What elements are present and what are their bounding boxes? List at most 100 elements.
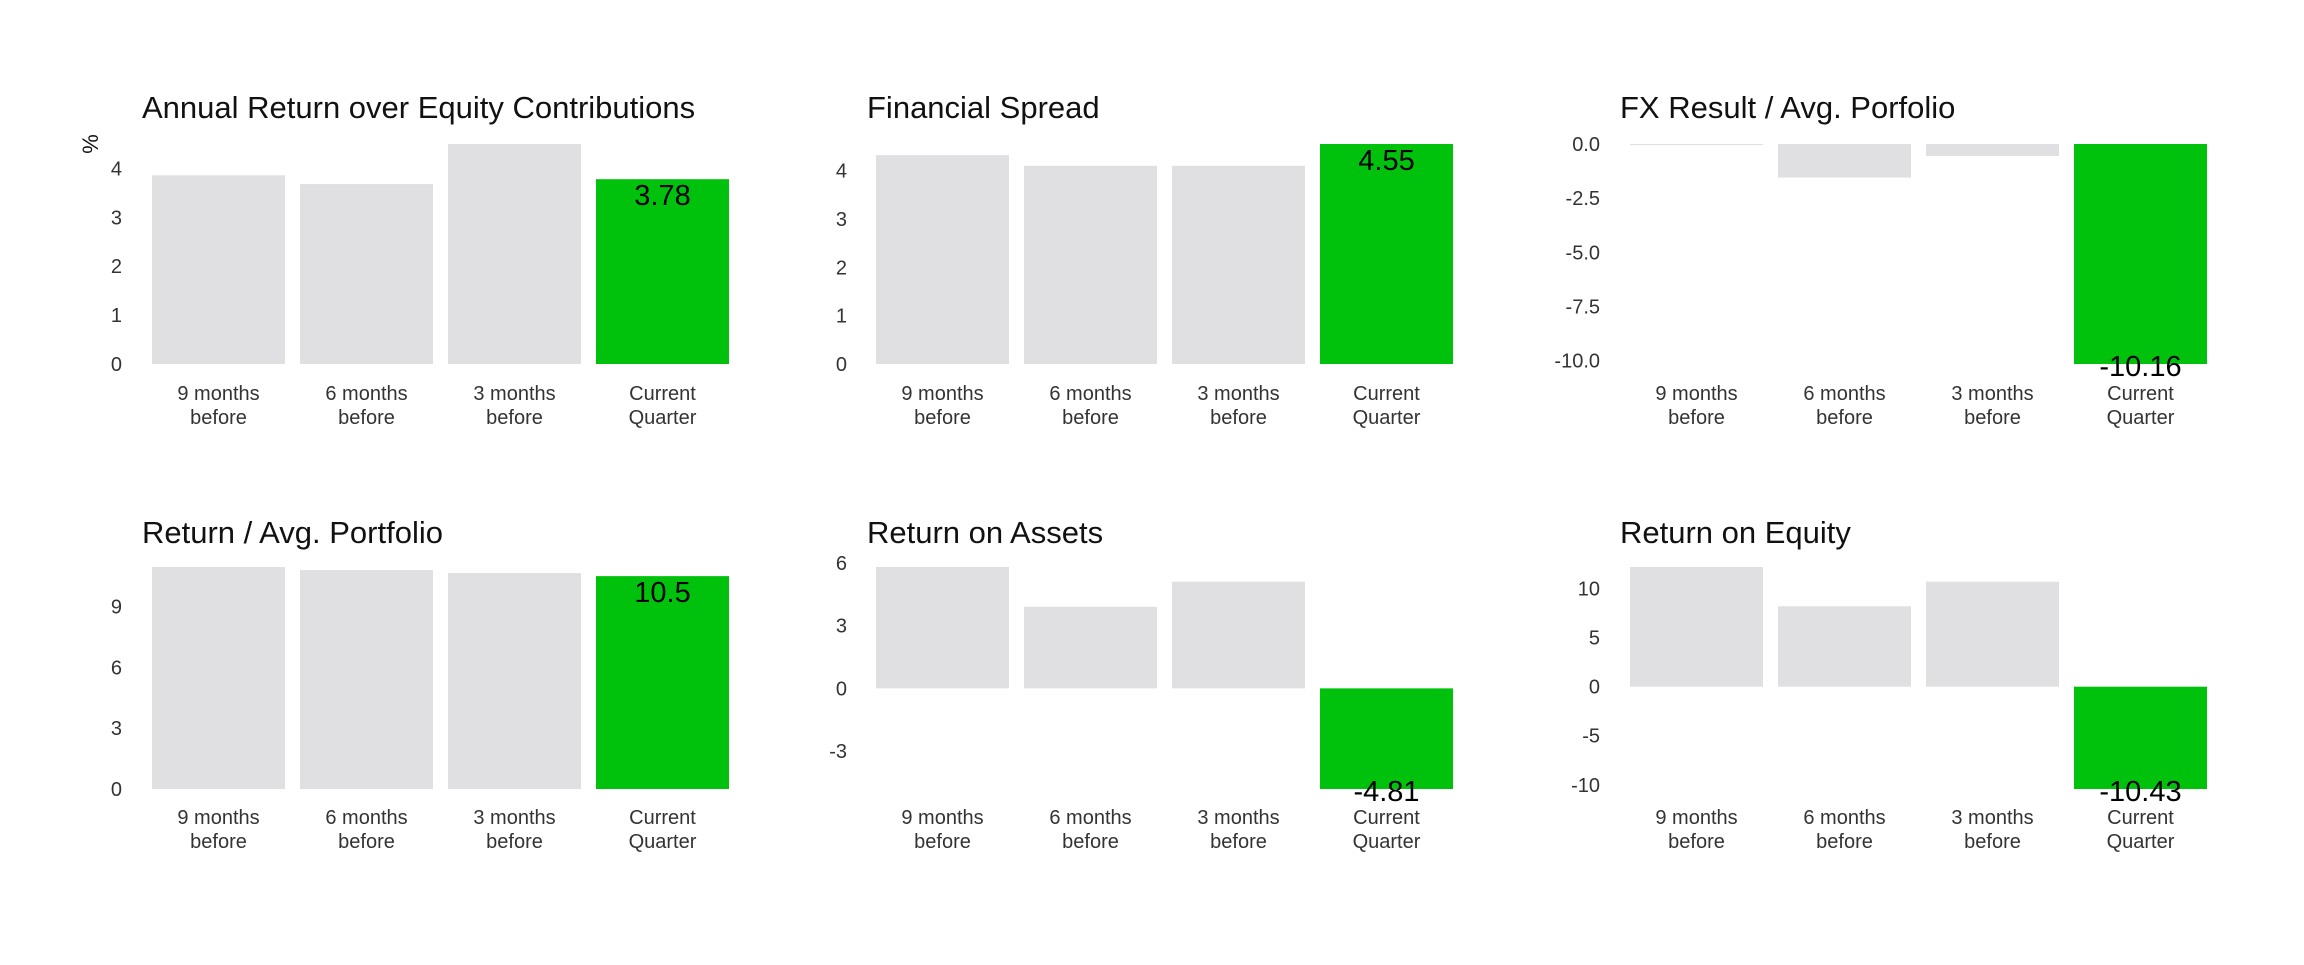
x-tick-label: 3 months before [473,807,555,853]
y-tick-label: 3 [111,207,122,229]
x-tick-label-line: 6 months [325,383,407,405]
x-tick-label-line: before [1816,407,1873,429]
x-tick-label: 9 months before [901,807,983,853]
y-tick-label: 6 [111,657,122,679]
x-tick-label-line: before [914,407,971,429]
chart-title: Return on Assets [867,515,1103,550]
x-tick-label: 9 months before [901,383,983,429]
x-tick-label-line: 3 months [1197,383,1279,405]
x-tick-label: 3 months before [1197,807,1279,853]
x-tick-label: 3 months before [1951,807,2033,853]
bar-2 [1778,606,1911,687]
y-tick-label: 0 [1589,677,1600,699]
bar-2 [300,184,433,364]
y-tick-label: -2.5 [1566,188,1600,210]
y-tick-label: 5 [1589,628,1600,650]
chart-title: Return / Avg. Portfolio [142,515,443,550]
y-tick-label: 2 [111,256,122,278]
y-tick-label: 0.0 [1572,134,1600,156]
x-tick-label-line: Current [2107,807,2174,829]
data-label: -10.16 [2099,351,2181,383]
x-tick-label-line: before [190,831,247,853]
x-tick-label-line: before [1062,831,1119,853]
x-tick-label-line: 9 months [901,383,983,405]
x-tick-label: 9 months before [177,383,259,429]
x-tick-label: 6 months before [1803,383,1885,429]
y-tick-label: -5.0 [1566,242,1600,264]
x-tick-label: 3 months before [1951,383,2033,429]
x-tick-label-line: 9 months [1655,807,1737,829]
y-tick-label: 0 [111,354,122,376]
y-tick-label: -7.5 [1566,296,1600,318]
bar-2 [1778,144,1911,178]
y-tick-label: 2 [836,257,847,279]
x-tick-label-line: Quarter [629,407,697,429]
x-tick-label-line: 9 months [177,807,259,829]
bar-1 [152,567,285,789]
x-tick-label: 9 months before [1655,383,1737,429]
bar-3 [448,144,581,364]
x-tick-label: 9 months before [1655,807,1737,853]
x-tick-label-line: Quarter [1353,831,1421,853]
x-tick-label-line: before [1964,407,2021,429]
chart-panel-1: Annual Return over Equity Contributions%… [78,90,729,429]
bar-current-quarter [2074,144,2207,364]
x-tick-label-line: before [1964,831,2021,853]
x-tick-label-line: before [914,831,971,853]
bar-1 [1630,567,1763,687]
data-label: -4.81 [1353,776,1419,808]
bar-3 [1172,165,1305,364]
x-tick-label-line: Quarter [629,831,697,853]
x-tick-label-line: 3 months [1951,807,2033,829]
y-tick-label: 1 [111,305,122,327]
y-tick-label: 3 [111,718,122,740]
bar-current-quarter [2074,686,2207,789]
x-tick-label: Current Quarter [2107,807,2175,853]
x-tick-label-line: before [486,831,543,853]
bar-current-quarter [596,179,729,364]
x-tick-label-line: before [1210,831,1267,853]
x-tick-label: Current Quarter [1353,807,1421,853]
x-tick-label-line: Current [1353,807,1420,829]
bar-2 [1024,606,1157,689]
data-label: -10.43 [2099,776,2181,808]
x-tick-label-line: 6 months [1803,807,1885,829]
data-label: 10.5 [634,577,690,609]
x-tick-label-line: Current [629,807,696,829]
x-tick-label-line: 9 months [1655,383,1737,405]
chart-title: FX Result / Avg. Porfolio [1620,90,1955,125]
x-tick-label: 6 months before [325,807,407,853]
chart-title: Return on Equity [1620,515,1851,550]
x-tick-label-line: before [338,831,395,853]
x-tick-label: 3 months before [1197,383,1279,429]
bar-2 [300,570,433,789]
x-tick-label-line: 9 months [901,807,983,829]
x-tick-label-line: before [1062,407,1119,429]
y-tick-label: 3 [836,209,847,231]
x-tick-label-line: 6 months [1049,383,1131,405]
y-tick-label: 3 [836,616,847,638]
y-tick-label: 4 [836,161,847,183]
bar-current-quarter [596,576,729,789]
bar-1 [876,567,1009,689]
y-tick-label: 10 [1578,579,1600,601]
y-tick-label: 4 [111,158,122,180]
x-tick-label-line: 6 months [325,807,407,829]
data-label: 4.55 [1358,145,1414,177]
x-tick-label-line: 3 months [1951,383,2033,405]
y-tick-label: 0 [111,779,122,801]
x-tick-label-line: before [338,407,395,429]
bar-3 [1172,581,1305,689]
x-tick-label-line: before [1210,407,1267,429]
data-label: 3.78 [634,180,690,212]
x-tick-label: 6 months before [1049,807,1131,853]
bar-current-quarter [1320,144,1453,364]
x-tick-label-line: 6 months [1049,807,1131,829]
x-tick-label: Current Quarter [629,807,697,853]
x-tick-label-line: Current [2107,383,2174,405]
x-tick-label: Current Quarter [2107,383,2175,429]
x-tick-label-line: 6 months [1803,383,1885,405]
